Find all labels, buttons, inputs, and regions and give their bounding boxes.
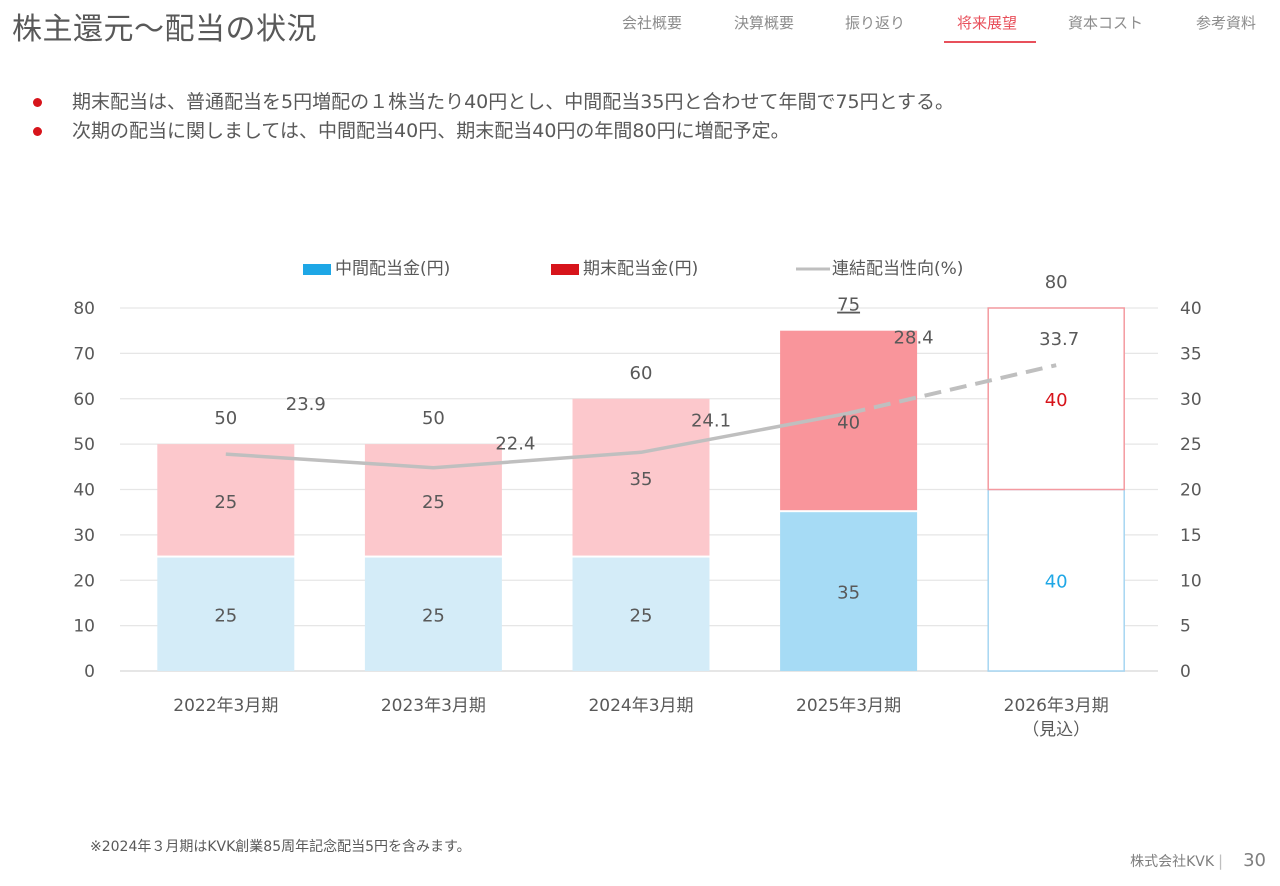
right-axis-tick-label: 10 (1180, 571, 1202, 591)
interim-value-label: 35 (837, 583, 860, 604)
bar-interim (364, 557, 502, 671)
yearend-value-label: 40 (837, 412, 860, 433)
legend-label-interim: 中間配当金(円) (335, 259, 450, 279)
nav-tab-future-outlook[interactable]: 将来展望 (957, 14, 1018, 32)
payout-value-label: 23.9 (286, 394, 326, 415)
bar-interim (572, 557, 710, 671)
left-axis-tick-label: 20 (73, 571, 95, 591)
legend-label-yearend: 期末配当金(円) (583, 259, 698, 279)
axes: 0 10 20 30 40 50 60 70 80 0 5 10 15 20 25 30 35 40 2022年3月… (73, 299, 1201, 740)
footer-separator: | (1218, 852, 1224, 870)
footer: 株式会社KVK | 30 (1130, 850, 1266, 871)
bar-interim (157, 557, 295, 671)
footnote: ※2024年３月期はKVK創業85周年記念配当5円を含みます。 (90, 839, 471, 855)
bar-interim-forecast (987, 488, 1125, 672)
bar-yearend (157, 444, 295, 556)
right-axis-tick-label: 25 (1180, 435, 1202, 455)
x-axis-category-label: 2026年3月期 (1004, 696, 1109, 716)
data-labels: 25 25 50 25 25 50 25 35 60 35 40 75 40 40 80 23.9 22.4 24… (214, 272, 1079, 626)
legend-swatch-yearend (551, 264, 579, 275)
legend-label-payout: 連結配当性向(%) (832, 259, 963, 279)
right-axis-tick-label: 35 (1180, 344, 1202, 364)
company-name: 株式会社KVK (1130, 854, 1215, 870)
bullet-dot-icon (33, 127, 42, 136)
bullet-list: 期末配当は、普通配当を5円増配の１株当たり40円とし、中間配当35円と合わせて年… (30, 88, 954, 146)
payout-value-label: 28.4 (894, 327, 934, 348)
interim-value-label: 25 (214, 605, 237, 626)
nav-tab-reference[interactable]: 参考資料 (1196, 14, 1257, 32)
left-axis-tick-label: 60 (73, 390, 95, 410)
left-axis-tick-label: 50 (73, 435, 95, 455)
right-axis-tick-label: 20 (1180, 481, 1202, 501)
nav-tab-company-overview[interactable]: 会社概要 (622, 14, 683, 32)
bar-interim (780, 512, 918, 671)
page-title: 株主還元〜配当の状況 (12, 12, 317, 47)
right-axis-tick-label: 15 (1180, 526, 1202, 546)
left-axis-tick-label: 70 (73, 344, 95, 364)
x-axis-category-label: 2023年3月期 (381, 696, 486, 716)
bullet-item: 期末配当は、普通配当を5円増配の１株当たり40円とし、中間配当35円と合わせて年… (30, 88, 954, 117)
nav-tab-cost-of-capital[interactable]: 資本コスト (1068, 14, 1144, 32)
right-axis-tick-label: 5 (1180, 617, 1191, 637)
x-axis-category-label: 2025年3月期 (796, 696, 901, 716)
active-tab-underline (944, 41, 1036, 43)
payout-value-label: 24.1 (691, 410, 731, 431)
bullet-text: 期末配当は、普通配当を5円増配の１株当たり40円とし、中間配当35円と合わせて年… (72, 91, 955, 113)
yearend-value-label: 25 (422, 492, 445, 513)
right-axis-tick-label: 0 (1180, 662, 1191, 682)
left-axis-tick-label: 0 (84, 662, 95, 682)
payout-line-actual (225, 411, 849, 470)
left-axis-tick-label: 30 (73, 526, 95, 546)
bars (157, 307, 1125, 672)
left-axis-tick-label: 80 (73, 299, 95, 319)
payout-value-label: 22.4 (495, 434, 535, 455)
right-axis-tick-label: 40 (1180, 299, 1202, 319)
total-value-label: 60 (630, 363, 653, 384)
left-axis-tick-label: 40 (73, 481, 95, 501)
bullet-dot-icon (33, 98, 42, 107)
x-axis-category-label: 2022年3月期 (173, 696, 278, 716)
page-number: 30 (1243, 850, 1266, 871)
bar-yearend (572, 398, 710, 556)
total-value-label: 80 (1045, 272, 1068, 293)
yearend-value-label: 40 (1045, 390, 1068, 411)
total-value-label: 50 (422, 408, 445, 429)
payout-ratio-line (225, 363, 1057, 470)
legend: 中間配当金(円) 期末配当金(円) 連結配当性向(%) (303, 259, 963, 279)
left-axis-tick-label: 10 (73, 617, 95, 637)
right-axis-tick-label: 30 (1180, 390, 1202, 410)
bar-yearend-forecast (987, 307, 1125, 491)
bullet-item: 次期の配当に関しましては、中間配当40円、期末配当40円の年間80円に増配予定。 (30, 117, 954, 146)
interim-value-label: 25 (630, 605, 653, 626)
top-navigation: 会社概要 決算概要 振り返り 将来展望 資本コスト 参考資料 (0, 12, 1280, 43)
total-value-label: 50 (214, 408, 237, 429)
legend-swatch-interim (303, 264, 331, 275)
total-value-label: 75 (837, 295, 860, 316)
nav-tab-review[interactable]: 振り返り (845, 14, 906, 32)
bullet-text: 次期の配当に関しましては、中間配当40円、期末配当40円の年間80円に増配予定。 (72, 120, 790, 142)
payout-line-forecast (848, 363, 1057, 416)
interim-value-label: 25 (422, 605, 445, 626)
payout-value-label: 33.7 (1039, 329, 1079, 350)
x-axis-category-label: 2024年3月期 (588, 696, 693, 716)
yearend-value-label: 25 (214, 492, 237, 513)
x-axis-category-sublabel: （見込） (1022, 720, 1090, 740)
yearend-value-label: 35 (630, 469, 653, 490)
interim-value-label: 40 (1045, 571, 1068, 592)
nav-tab-financial-summary[interactable]: 決算概要 (734, 14, 795, 32)
